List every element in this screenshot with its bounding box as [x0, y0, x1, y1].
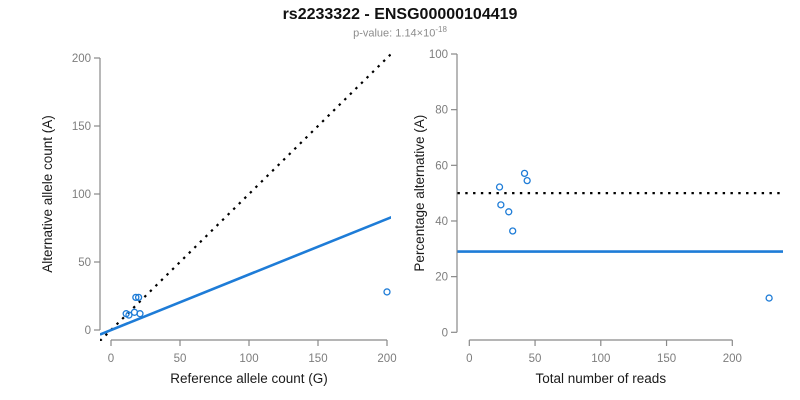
x-tick-label: 100 — [591, 353, 610, 365]
x-tick-label: 200 — [723, 353, 742, 365]
figure-subtitle: p-value: 1.14×10-18 — [0, 25, 800, 40]
y-tick-label: 200 — [72, 53, 91, 65]
y-axis-title: Percentage alternative (A) — [412, 115, 427, 272]
x-axis-title: Reference allele count (G) — [170, 371, 328, 386]
data-point — [383, 288, 391, 296]
pvalue-text: p-value: 1.14×10 — [353, 27, 436, 40]
y-tick-label: 40 — [435, 216, 448, 228]
x-tick-label: 200 — [377, 353, 396, 365]
y-tick-label: 0 — [85, 325, 91, 337]
x-tick-label: 100 — [239, 353, 258, 365]
figure-title: rs2233322 - ENSG00000104419 — [282, 6, 518, 23]
y-tick-label: 80 — [435, 105, 448, 117]
pvalue-exponent: -18 — [435, 25, 447, 34]
left-panel: 0 50 100 150 200 0 50 100 150 200 Reference allele… — [40, 52, 397, 386]
data-point — [495, 183, 504, 191]
y-axis-title: Alternative allele count (A) — [40, 115, 55, 273]
x-tick-label: 150 — [657, 353, 676, 365]
y-tick-label: 20 — [435, 272, 448, 284]
data-point — [497, 201, 505, 209]
x-tick-label: 0 — [466, 353, 472, 365]
data-point — [125, 311, 133, 319]
y-tick-label: 100 — [72, 189, 91, 201]
y-tick-label: 0 — [442, 327, 448, 339]
x-tick-label: 50 — [529, 353, 542, 365]
expected-ratio-line — [100, 215, 391, 336]
data-point — [765, 294, 773, 302]
y-tick-label: 150 — [72, 121, 91, 133]
data-point — [520, 169, 529, 178]
x-tick-label: 0 — [108, 353, 114, 365]
data-point — [134, 293, 143, 302]
x-tick-label: 50 — [174, 353, 187, 365]
data-point — [505, 208, 513, 216]
y-tick-label: 100 — [429, 49, 448, 61]
x-tick-label: 150 — [308, 353, 327, 365]
x-axis-title: Total number of reads — [536, 371, 667, 386]
data-point — [509, 227, 517, 235]
y-tick-label: 60 — [435, 160, 448, 172]
data-point — [523, 176, 531, 185]
right-panel: 0 50 100 150 200 0 20 40 60 80 100 Total number of … — [412, 49, 783, 386]
data-point — [132, 293, 140, 302]
identity-line — [100, 52, 391, 341]
data-point — [136, 310, 144, 318]
y-tick-label: 50 — [78, 257, 91, 269]
